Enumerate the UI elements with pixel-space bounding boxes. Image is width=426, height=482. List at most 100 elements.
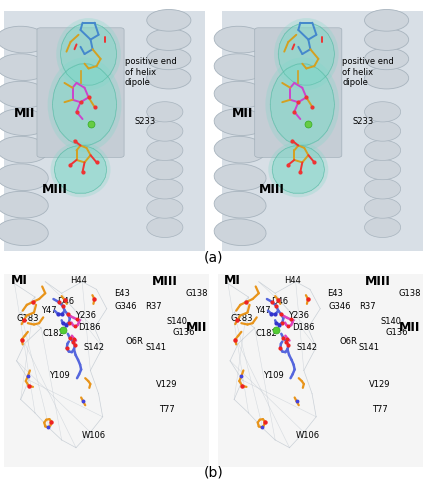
Text: Y47: Y47 <box>254 306 270 315</box>
Text: R37: R37 <box>358 302 374 310</box>
Text: MII: MII <box>14 107 35 120</box>
Ellipse shape <box>0 219 48 245</box>
Ellipse shape <box>147 198 182 218</box>
Ellipse shape <box>364 121 400 141</box>
Ellipse shape <box>48 57 121 152</box>
Ellipse shape <box>265 57 338 152</box>
Ellipse shape <box>50 142 110 197</box>
FancyBboxPatch shape <box>4 274 209 467</box>
Text: G136: G136 <box>385 328 407 337</box>
Text: C182: C182 <box>256 329 277 338</box>
Ellipse shape <box>0 191 48 218</box>
Text: S140: S140 <box>379 317 400 326</box>
Ellipse shape <box>55 146 106 194</box>
Text: S141: S141 <box>145 344 166 352</box>
FancyBboxPatch shape <box>4 11 204 252</box>
Text: G136: G136 <box>172 328 194 337</box>
Ellipse shape <box>147 102 182 122</box>
Text: V129: V129 <box>368 380 390 389</box>
FancyBboxPatch shape <box>37 28 124 157</box>
Ellipse shape <box>147 10 190 31</box>
Text: positive end
of helix
dipole: positive end of helix dipole <box>124 57 176 87</box>
Ellipse shape <box>0 164 48 190</box>
Ellipse shape <box>272 146 324 194</box>
Text: G346: G346 <box>328 302 350 310</box>
FancyBboxPatch shape <box>254 28 341 157</box>
Ellipse shape <box>60 23 116 85</box>
Text: R37: R37 <box>145 302 161 310</box>
Text: T77: T77 <box>158 404 174 414</box>
Ellipse shape <box>0 54 48 80</box>
Text: S140: S140 <box>166 317 187 326</box>
Ellipse shape <box>0 136 48 163</box>
Text: (b): (b) <box>203 466 223 480</box>
Text: G138: G138 <box>185 289 207 298</box>
Ellipse shape <box>364 10 408 31</box>
Text: H44: H44 <box>70 276 87 285</box>
Ellipse shape <box>364 67 408 89</box>
Text: E43: E43 <box>113 289 130 298</box>
Text: Y236: Y236 <box>75 311 96 320</box>
Text: MIII: MIII <box>151 275 177 288</box>
Ellipse shape <box>214 54 265 80</box>
Text: C182: C182 <box>43 329 64 338</box>
Ellipse shape <box>0 26 48 53</box>
FancyBboxPatch shape <box>217 274 422 467</box>
Ellipse shape <box>214 26 265 53</box>
Ellipse shape <box>364 102 400 122</box>
Text: D46: D46 <box>58 297 75 307</box>
Text: MIII: MIII <box>259 184 285 197</box>
Ellipse shape <box>214 191 265 218</box>
Ellipse shape <box>214 109 265 135</box>
Text: Y236: Y236 <box>288 311 309 320</box>
Ellipse shape <box>52 64 116 146</box>
Ellipse shape <box>270 64 334 146</box>
Ellipse shape <box>0 81 48 108</box>
Ellipse shape <box>147 179 182 199</box>
Text: W106: W106 <box>295 431 319 441</box>
Ellipse shape <box>278 23 334 85</box>
Text: Y47: Y47 <box>41 306 57 315</box>
Text: D46: D46 <box>271 297 288 307</box>
Ellipse shape <box>147 160 182 180</box>
Ellipse shape <box>268 142 328 197</box>
Ellipse shape <box>214 164 265 190</box>
Ellipse shape <box>364 29 408 51</box>
Text: MII: MII <box>398 321 420 334</box>
Ellipse shape <box>0 109 48 135</box>
Text: G183: G183 <box>17 314 39 323</box>
Text: Y109: Y109 <box>262 371 283 380</box>
Text: MII: MII <box>231 107 252 120</box>
Text: D186: D186 <box>78 323 101 333</box>
Text: H44: H44 <box>283 276 300 285</box>
Ellipse shape <box>214 81 265 108</box>
Text: MII: MII <box>185 321 207 334</box>
Text: O6R: O6R <box>125 337 143 346</box>
Text: S141: S141 <box>358 344 379 352</box>
Text: positive end
of helix
dipole: positive end of helix dipole <box>342 57 393 87</box>
Text: MI: MI <box>11 274 28 287</box>
Ellipse shape <box>147 29 190 51</box>
Ellipse shape <box>364 217 400 238</box>
FancyBboxPatch shape <box>222 11 422 252</box>
Text: S233: S233 <box>135 117 155 126</box>
Ellipse shape <box>147 67 190 89</box>
Text: G346: G346 <box>115 302 137 310</box>
Ellipse shape <box>364 179 400 199</box>
Text: S142: S142 <box>296 344 317 352</box>
Ellipse shape <box>364 48 408 70</box>
Text: T77: T77 <box>371 404 387 414</box>
Ellipse shape <box>56 18 121 90</box>
Ellipse shape <box>147 140 182 161</box>
Text: Y109: Y109 <box>49 371 70 380</box>
Ellipse shape <box>147 121 182 141</box>
Text: E43: E43 <box>326 289 343 298</box>
Text: O6R: O6R <box>338 337 356 346</box>
Ellipse shape <box>364 198 400 218</box>
Text: S233: S233 <box>352 117 373 126</box>
Ellipse shape <box>364 140 400 161</box>
Text: S142: S142 <box>83 344 104 352</box>
Text: (a): (a) <box>203 251 223 265</box>
Ellipse shape <box>147 217 182 238</box>
Text: G183: G183 <box>230 314 252 323</box>
